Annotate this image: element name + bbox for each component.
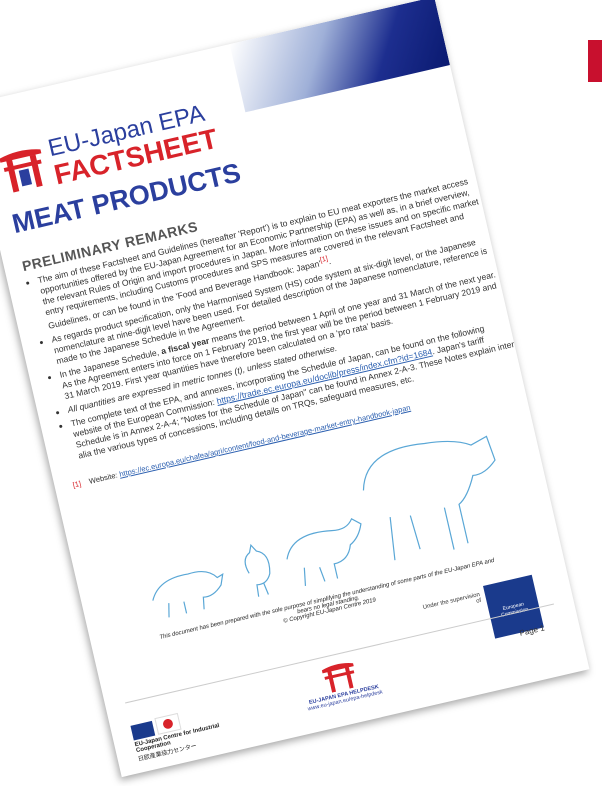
text: . xyxy=(327,256,332,266)
screen: EU-Japan EPA FACTSHEET MEAT PRODUCTS PRE… xyxy=(0,0,602,786)
text: Website: xyxy=(88,470,120,486)
banner xyxy=(230,0,450,112)
red-mark xyxy=(588,40,602,82)
supervision: Under the supervision of xyxy=(421,592,482,617)
footnote-marker: [1] xyxy=(72,479,82,490)
factsheet-page: EU-Japan EPA FACTSHEET MEAT PRODUCTS PRE… xyxy=(0,0,589,777)
centre: EU-Japan Centre for Industrial Cooperati… xyxy=(130,701,236,762)
torii-icon xyxy=(0,141,51,196)
